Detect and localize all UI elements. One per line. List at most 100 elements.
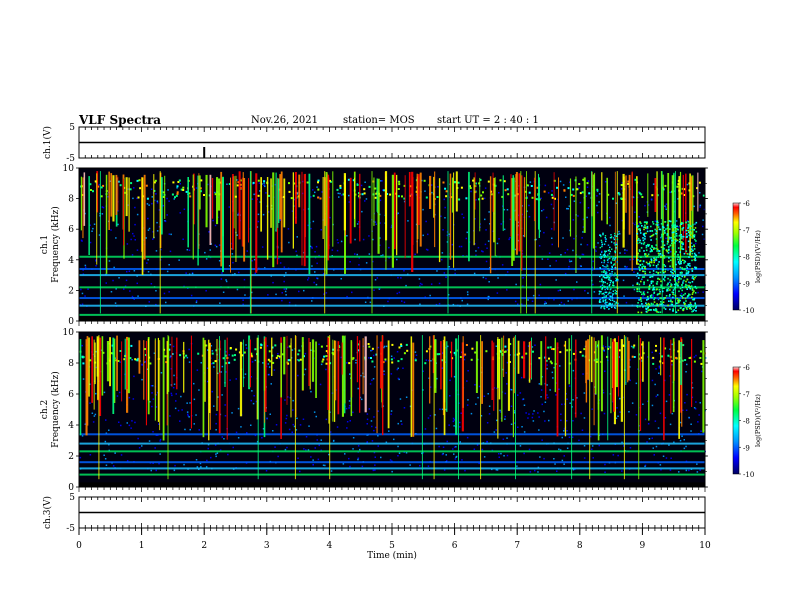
spectrogram-cell — [100, 195, 103, 198]
spectrogram-cell — [131, 359, 133, 361]
spectrogram-cell — [662, 248, 665, 250]
spectrogram-cell — [642, 403, 644, 405]
spectrogram-cell — [506, 437, 508, 439]
spectrogram-cell — [330, 470, 333, 472]
spectrogram-cell — [296, 417, 298, 420]
spectrogram-cell — [683, 194, 686, 196]
spectrogram-cell — [548, 252, 551, 254]
spectrogram-cell — [664, 184, 667, 187]
spectrogram-cell — [172, 386, 175, 389]
spectrogram-cell — [489, 223, 491, 225]
spectrogram-cell — [115, 288, 117, 290]
spectrogram-cell — [132, 398, 135, 400]
spectrogram-cell — [656, 250, 658, 252]
spectrogram-cell — [211, 363, 213, 365]
sferic-streak — [270, 178, 272, 228]
sferic-streak — [587, 339, 590, 380]
spectrogram-cell — [618, 349, 621, 352]
spectrogram-cell — [488, 281, 490, 283]
spectrogram-cell — [603, 349, 605, 351]
y-axis-label: Frequency (kHz) — [50, 371, 61, 448]
spectrogram-cell — [332, 353, 335, 356]
spectrogram-cell — [601, 271, 603, 273]
spectrogram-cell — [371, 379, 373, 381]
spectrogram-cell — [267, 211, 270, 213]
spectrogram-cell — [672, 231, 675, 234]
spectrogram-cell — [515, 283, 517, 286]
spectrogram-low-cutoff — [79, 482, 705, 487]
spectrogram-cell — [649, 271, 651, 274]
spectrogram-cell — [286, 446, 288, 449]
spectrogram-cell — [89, 402, 91, 404]
spectrogram-cell — [665, 206, 667, 209]
spectrogram-cell — [691, 234, 694, 237]
spectrogram-cell — [153, 181, 156, 184]
spectrogram-cell — [679, 271, 682, 274]
spectrogram-cell — [185, 272, 187, 274]
spectrogram-cell — [152, 462, 154, 464]
spectrogram-cell — [670, 299, 672, 301]
spectrogram-cell — [285, 417, 288, 420]
spectrogram-cell — [403, 270, 405, 272]
spectrogram-cell — [653, 292, 655, 294]
sferic-streak — [648, 341, 650, 421]
spectrogram-cell — [692, 249, 694, 252]
spectrogram-cell — [150, 188, 153, 190]
spectrogram-cell — [272, 361, 275, 364]
spectrogram-cell — [543, 190, 546, 193]
spectrogram-cell — [607, 293, 609, 296]
spectrogram-cell — [689, 265, 691, 267]
spectrogram-cell — [691, 259, 693, 262]
sferic-streak — [160, 177, 163, 235]
spectrogram-cell — [323, 355, 326, 358]
spectrogram-cell — [644, 267, 647, 270]
spectrogram-cell — [344, 453, 346, 455]
spectrogram-cell — [646, 262, 649, 265]
sferic-streak — [94, 342, 96, 385]
spectrogram-cell — [383, 345, 386, 348]
spectrogram-cell — [218, 244, 221, 246]
spectrogram-cell — [409, 464, 411, 466]
sferic-streak — [433, 335, 435, 480]
spectrogram-cell — [383, 373, 385, 376]
spectrogram-cell — [315, 283, 318, 286]
spectrogram-cell — [659, 303, 661, 305]
sferic-streak — [364, 336, 367, 413]
spectrogram-cell — [667, 304, 669, 307]
spectrogram-cell — [186, 356, 189, 359]
spectrogram-cell — [645, 310, 648, 313]
spectrogram-cell — [95, 259, 97, 261]
spectrogram-cell — [242, 299, 244, 301]
spectrogram-cell — [109, 180, 112, 182]
spectrogram-cell — [151, 392, 153, 394]
spectrogram-cell — [351, 358, 354, 361]
spectrogram-cell — [131, 254, 134, 256]
spectrogram-cell — [522, 277, 524, 279]
spectrogram-cell — [384, 360, 387, 362]
spectrogram-cell — [642, 237, 644, 239]
spectrogram-cell — [481, 197, 484, 200]
spectrogram-cell — [557, 289, 560, 292]
sferic-streak — [376, 178, 378, 212]
sferic-streak — [166, 341, 169, 395]
spectrogram-cell — [550, 228, 553, 230]
spectrogram-cell — [438, 302, 441, 305]
spectrogram-cell — [608, 304, 610, 306]
spectrogram-cell — [655, 395, 657, 398]
spectrogram-cell — [663, 272, 665, 274]
spectrogram-cell — [260, 344, 263, 347]
spectrogram-cell — [658, 250, 660, 252]
spectrogram-cell — [698, 414, 700, 416]
spectrogram-cell — [377, 346, 380, 349]
spectrogram-cell — [447, 294, 450, 296]
spectrogram-cell — [504, 350, 507, 353]
spectrogram-cell — [235, 431, 238, 434]
spectrogram-cell — [652, 223, 655, 225]
spectrogram-cell — [228, 183, 231, 185]
spectrogram-cell — [637, 263, 640, 265]
spectrogram-cell — [402, 367, 404, 369]
spectrogram-cell — [231, 412, 233, 414]
spectrogram-cell — [525, 352, 528, 355]
spectrogram-cell — [393, 438, 395, 441]
spectrogram-cell — [484, 218, 486, 221]
